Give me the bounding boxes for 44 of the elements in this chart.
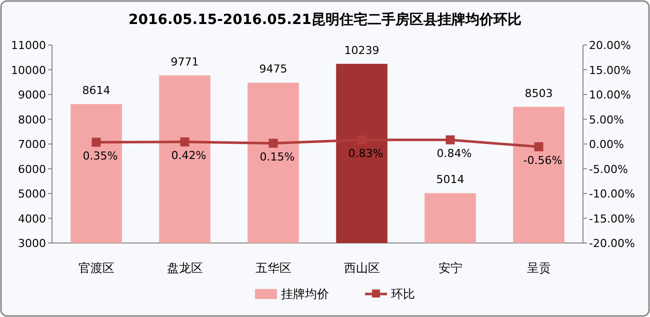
- y-tick-label: 9000: [18, 88, 46, 102]
- data-label: 10239: [344, 44, 380, 57]
- data-label: -0.56%: [523, 154, 562, 167]
- y2-tick-label: -20.00%: [589, 237, 635, 250]
- y2-tick-label: 15.00%: [589, 64, 631, 77]
- y2-tick-label: -10.00%: [589, 188, 635, 200]
- data-label: 0.35%: [82, 149, 118, 162]
- x-tick-label: 西山区: [344, 261, 380, 275]
- point: [92, 138, 101, 147]
- y2-tick-label: -5.00%: [589, 162, 628, 176]
- point: [268, 138, 278, 148]
- x-tick-label: 安宁: [438, 261, 462, 275]
- y-tick-label: 6000: [18, 162, 46, 176]
- x-tick-label: 呈贡: [526, 261, 551, 275]
- y-tick-label: 7000: [18, 138, 46, 151]
- data-label: 0.42%: [171, 148, 206, 162]
- y-tick-label: 4000: [18, 212, 46, 226]
- data-label: 0.15%: [260, 150, 295, 164]
- data-label: 8614: [82, 84, 110, 98]
- y-tick-label: 3000: [18, 237, 46, 250]
- y-tick-label: 5000: [18, 188, 46, 200]
- x-tick-label: 盘龙区: [166, 261, 203, 275]
- y-tick-label: 11000: [11, 39, 46, 52]
- y2-tick-label: 10.00%: [589, 88, 631, 102]
- data-label: 5014: [436, 173, 464, 186]
- y-tick-label: 10000: [11, 64, 46, 77]
- x-tick-label: 官渡区: [78, 261, 114, 275]
- y2-tick-label: 0.00%: [589, 138, 624, 151]
- x-tick-label: 五华区: [255, 261, 292, 275]
- data-label: 8503: [524, 86, 553, 100]
- data-label: 0.83%: [348, 146, 384, 160]
- data-label: 9475: [259, 62, 288, 76]
- legend-label: 环比: [391, 287, 415, 301]
- chart-title: 2016.05.15-2016.05.21昆明住宅二手房区县挂牌均价环比: [128, 11, 522, 28]
- legend-label: 挂牌均价: [281, 287, 329, 301]
- y-tick-label: 8000: [18, 113, 46, 126]
- y2-tick-label: 5.00%: [589, 113, 624, 126]
- y2-tick-label: 20.00%: [589, 39, 631, 52]
- point: [446, 135, 455, 144]
- y2-tick-label: -15.00%: [589, 212, 635, 226]
- data-label: 0.84%: [436, 146, 472, 160]
- point: [534, 142, 544, 152]
- point: [180, 137, 190, 146]
- data-label: 9771: [170, 55, 199, 68]
